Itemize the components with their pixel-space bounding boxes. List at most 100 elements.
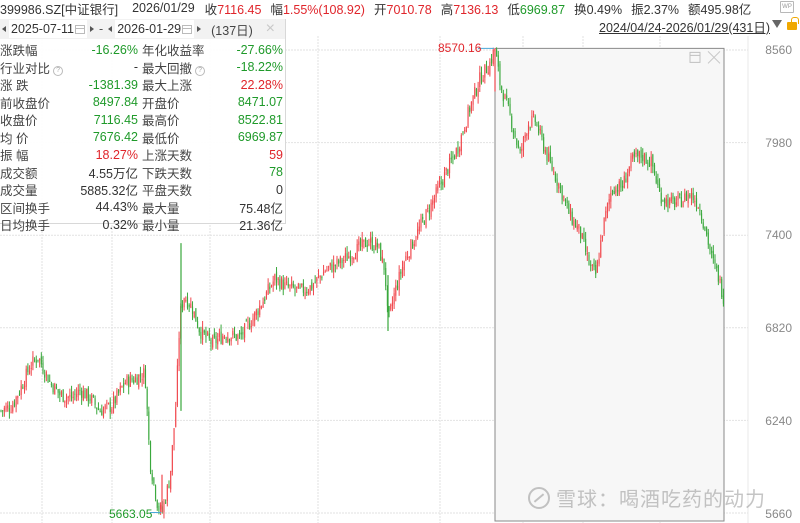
candle-up (25, 368, 27, 387)
candle-up (218, 333, 220, 338)
candle-down (702, 222, 704, 229)
candle-down (496, 49, 498, 57)
stat-label-text: 平盘天数 (142, 184, 193, 199)
prev-start-date-icon[interactable] (2, 26, 6, 32)
candle-down (509, 103, 511, 114)
candle-down (667, 199, 669, 208)
close-selection-icon[interactable] (707, 51, 721, 64)
stat-value-text: - (133, 60, 138, 75)
candle-down (440, 181, 442, 184)
candle-down (299, 286, 301, 288)
candle-down (294, 287, 296, 290)
candle-up (418, 226, 420, 232)
candle-up (17, 396, 19, 398)
unlock-icon[interactable] (787, 17, 799, 30)
low-label: 低 (507, 2, 520, 17)
stat-value-text: 7676.42 (92, 130, 138, 145)
stat-row: 均 价 7676.42 最低价 6969.87 (0, 129, 285, 147)
candle-down (490, 59, 493, 63)
amount-quote: 额495.98亿 (688, 0, 751, 18)
stat-label: 最大回撤? (138, 58, 218, 77)
stats-grid: 涨跌幅 -16.26% 年化收益率 -27.66% 行业对比? - 最大回撤? -18.22%… (0, 39, 285, 234)
candle-up (598, 258, 600, 264)
end-date-field[interactable]: 2026-01-29 (115, 20, 195, 38)
stat-label-text: 振 幅 (0, 149, 29, 164)
help-icon[interactable]: ? (53, 65, 64, 76)
candle-up (532, 114, 535, 116)
candle-up (677, 195, 679, 200)
candle-down (499, 63, 501, 86)
candle-down (47, 374, 49, 383)
candle-up (65, 397, 68, 402)
kline-chart[interactable] (0, 36, 800, 523)
candle-down (242, 332, 244, 335)
next-end-date-icon[interactable] (197, 26, 202, 32)
candle-down (191, 306, 194, 314)
candle-up (160, 504, 162, 510)
candle-up (459, 148, 461, 152)
wp-icon[interactable]: WP (780, 1, 794, 13)
candle-up (482, 79, 484, 82)
candle-up (12, 405, 14, 412)
candle-down (133, 380, 135, 383)
next-start-date-icon[interactable] (90, 26, 95, 32)
stat-label: 平盘天数 (138, 180, 218, 199)
candle-up (32, 356, 34, 366)
calendar-icon[interactable] (182, 24, 193, 34)
candle-up (222, 336, 224, 345)
dropdown-triangle-icon[interactable] (772, 20, 782, 28)
candle-down (507, 101, 509, 104)
candle-up (86, 388, 88, 399)
candle-down (57, 389, 59, 393)
candle-down (144, 369, 147, 388)
candle-up (23, 385, 26, 390)
candle-up (176, 365, 178, 406)
candle-down (275, 271, 278, 283)
candle-down (18, 393, 21, 395)
candle-up (606, 203, 609, 213)
candle-up (474, 87, 476, 98)
candle-down (717, 265, 719, 282)
stat-value: 8471.07 (218, 95, 283, 109)
candle-down (49, 380, 51, 382)
candle-down (454, 156, 456, 159)
stat-label-text: 最低价 (142, 131, 180, 146)
candle-down (534, 116, 536, 123)
candle-up (244, 323, 246, 338)
candle-down (721, 278, 723, 298)
candle-up (684, 193, 686, 201)
candle-up (207, 332, 209, 335)
help-icon[interactable]: ? (195, 65, 206, 76)
amplitude-value: 2.37% (643, 2, 680, 17)
candle-up (124, 382, 126, 385)
candle-down (109, 401, 111, 413)
close-label: 收 (204, 2, 218, 17)
chart-canvas[interactable] (0, 36, 800, 523)
calendar-icon[interactable] (75, 24, 86, 34)
stat-label: 成交量 (0, 180, 74, 199)
start-date-field[interactable]: 2025-07-11 (9, 20, 88, 38)
amplitude-label: 振 (631, 2, 644, 17)
date-separator: - (99, 22, 104, 36)
candle-down (692, 192, 694, 201)
candle-down (34, 359, 36, 361)
prev-end-date-icon[interactable] (108, 26, 113, 32)
candle-down (700, 213, 703, 221)
candle-up (286, 281, 288, 283)
stat-value: 0.32% (74, 218, 138, 232)
stat-label-text: 涨跌幅 (0, 44, 38, 59)
selection-box[interactable] (494, 47, 725, 522)
candle-down (685, 192, 688, 201)
candle-up (69, 395, 71, 397)
stat-label: 上涨天数 (138, 145, 218, 164)
stat-label-text: 最小量 (142, 219, 180, 234)
candle-down (200, 331, 202, 339)
period-range-selector[interactable]: 2024/04/24-2026/01/29(431日) (599, 21, 770, 35)
candle-down (541, 130, 543, 137)
candle-down (616, 190, 619, 192)
stat-value: 0 (218, 183, 283, 197)
close-icon[interactable]: × (265, 20, 275, 37)
stat-label: 最低价 (138, 128, 218, 147)
candle-down (662, 200, 664, 202)
maximize-icon[interactable] (689, 51, 701, 63)
